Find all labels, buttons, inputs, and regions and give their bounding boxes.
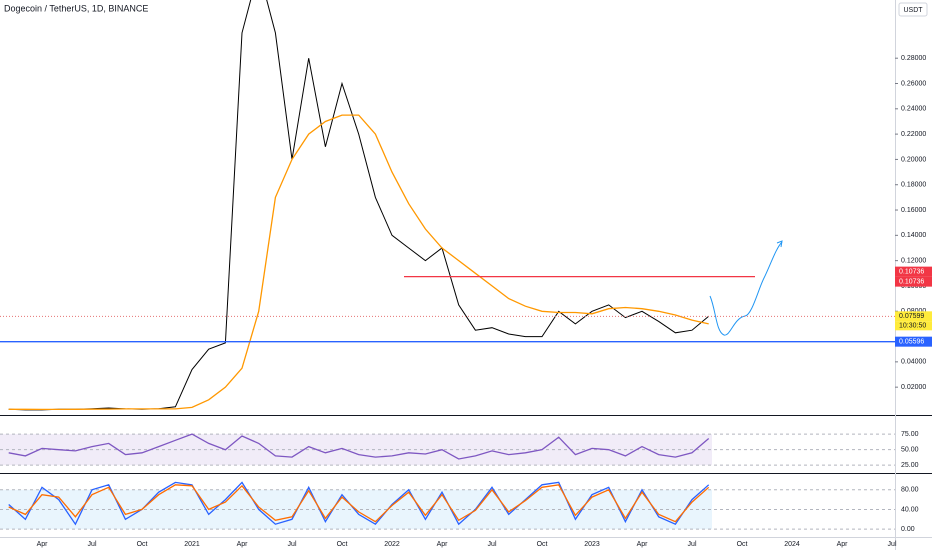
countdown-tag [895, 321, 932, 331]
price-tag [895, 266, 932, 277]
x-tick-label: Jul [888, 541, 897, 548]
y-tick-label: 0.16000 [901, 207, 926, 214]
price-tag-label: 0.10736 [899, 268, 924, 275]
currency-label: USDT [903, 7, 923, 14]
price-tag [895, 336, 932, 347]
x-tick-label: Jul [488, 541, 497, 548]
x-tick-label: Jul [88, 541, 97, 548]
x-tick-label: Jul [688, 541, 697, 548]
price-tag-label: 0.07599 [899, 313, 924, 320]
y-tick-label: 40.00 [901, 506, 919, 513]
price-tag [895, 276, 932, 287]
y-tick-label: 0.12000 [901, 257, 926, 264]
y-tick-label: 25.00 [901, 462, 919, 469]
countdown: 10:30:50 [899, 323, 926, 330]
x-tick-label: Oct [737, 541, 748, 548]
y-tick-label: 0.26000 [901, 80, 926, 87]
series-line [8, 484, 710, 523]
y-tick-label: 80.00 [901, 487, 919, 494]
x-tick-label: 2024 [784, 541, 800, 548]
y-tick-label: 50.00 [901, 446, 919, 453]
x-tick-label: Apr [237, 541, 249, 548]
x-tick-label: Oct [137, 541, 148, 548]
currency-button[interactable] [898, 2, 928, 17]
y-tick-label: 0.14000 [901, 232, 926, 239]
y-tick-label: 0.18000 [901, 182, 926, 189]
y-tick-label: 75.00 [901, 431, 919, 438]
series-line [8, 481, 710, 526]
y-tick-label: 0.22000 [901, 131, 926, 138]
x-tick-label: Apr [637, 541, 649, 548]
series-line [8, 114, 709, 411]
x-tick-label: Oct [337, 541, 348, 548]
series-line [8, 433, 710, 460]
chart-title: Dogecoin / TetherUS, 1D, BINANCE [4, 3, 148, 13]
y-tick-label: 0.20000 [901, 156, 926, 163]
x-tick-label: Apr [437, 541, 449, 548]
x-tick-label: Apr [37, 541, 49, 548]
projection-arrow [776, 240, 783, 248]
price-tag-label: 0.10736 [899, 278, 924, 285]
x-tick-label: Jul [288, 541, 297, 548]
y-tick-label: 0.02000 [901, 384, 926, 391]
price-tag [895, 311, 932, 322]
x-tick-label: 2022 [384, 541, 400, 548]
y-tick-label: 0.24000 [901, 106, 926, 113]
x-tick-label: Oct [537, 541, 548, 548]
y-tick-label: 0.00 [901, 526, 915, 533]
price-tag-label: 0.05596 [899, 339, 924, 346]
x-tick-label: Apr [837, 541, 849, 548]
y-tick-label: 0.28000 [901, 55, 926, 62]
y-tick-label: 0.04000 [901, 359, 926, 366]
x-tick-label: 2023 [584, 541, 600, 548]
x-tick-label: 2021 [184, 541, 200, 548]
